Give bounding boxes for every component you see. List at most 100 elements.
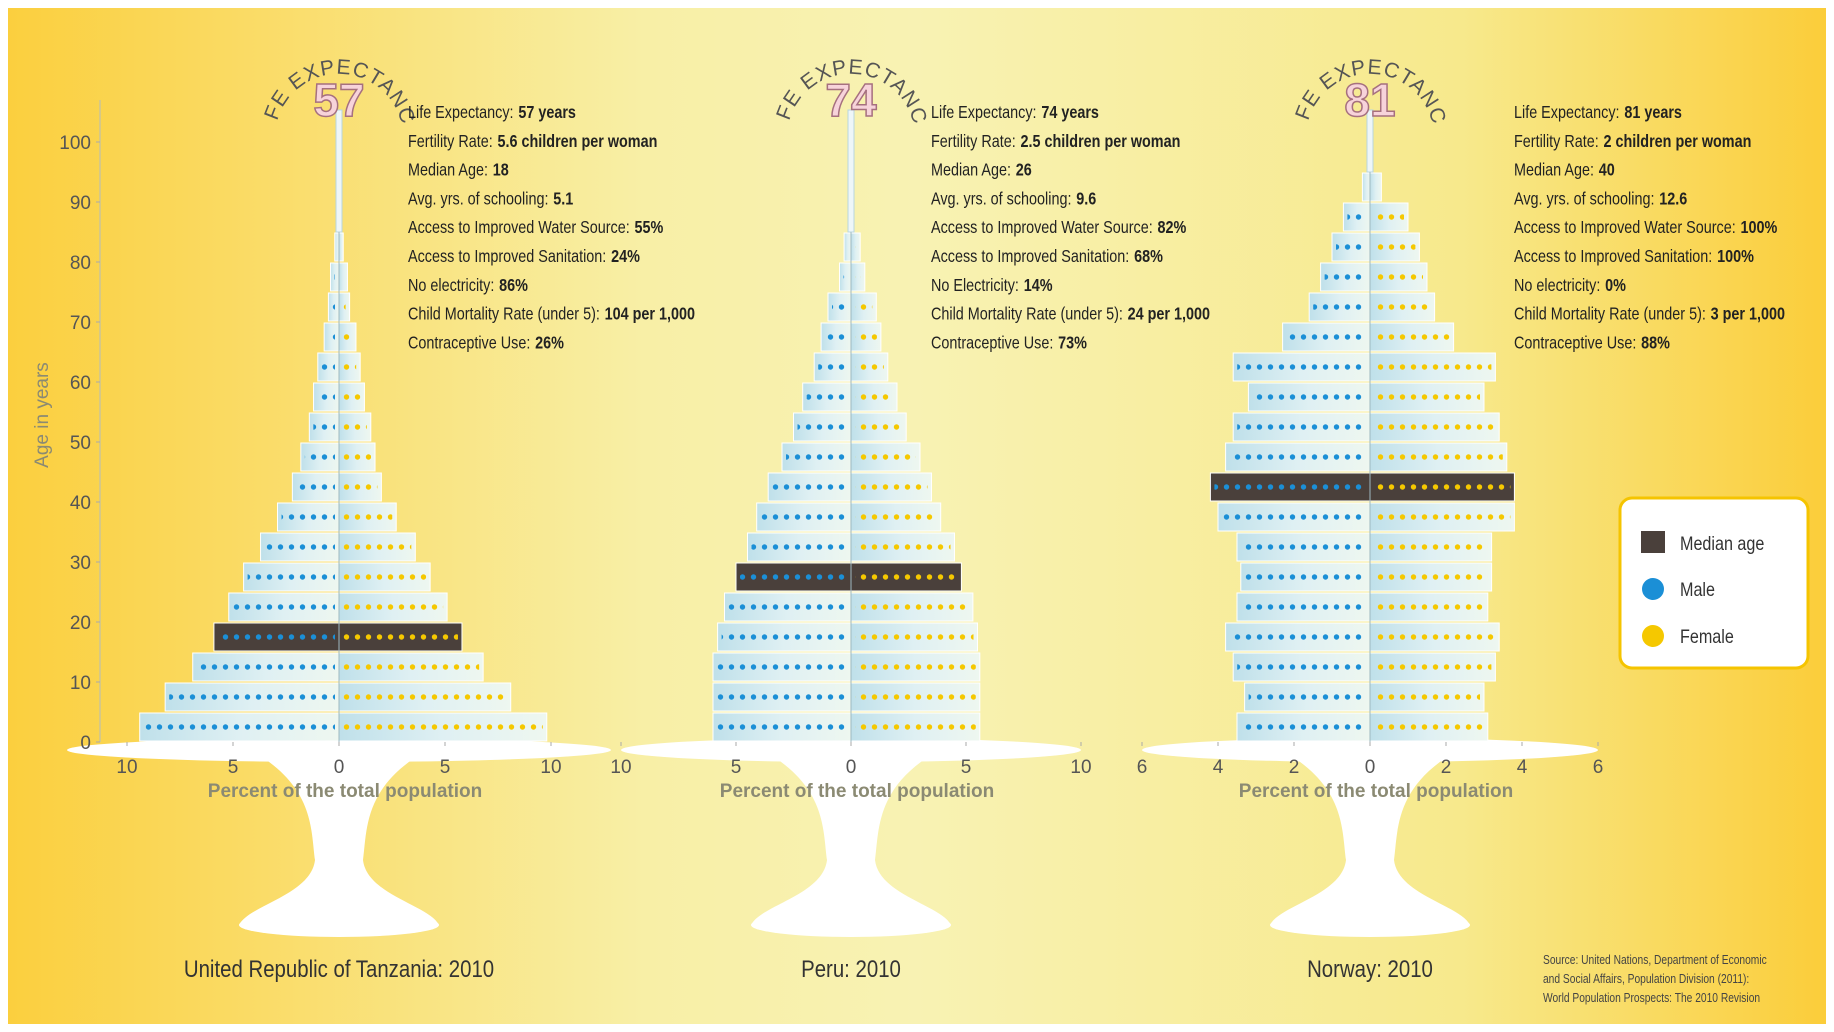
x-tick-label: 10 xyxy=(1070,757,1091,778)
stat-line: Fertility Rate: 2.5 children per woman xyxy=(931,131,1180,151)
bar-dots xyxy=(855,473,928,501)
bar-dots xyxy=(317,383,335,411)
stat-label: Life Expectancy: xyxy=(408,103,514,123)
bar-dots xyxy=(721,623,847,651)
chart-title: United Republic of Tanzania: 2010 xyxy=(184,955,494,982)
candle xyxy=(335,109,343,233)
bar-dots xyxy=(1237,413,1366,441)
stat-value: 18 xyxy=(493,160,509,180)
stat-line: Access to Improved Water Source: 100% xyxy=(1514,218,1778,238)
x-axis-label: Percent of the total population xyxy=(208,781,482,802)
bar-dots xyxy=(332,293,335,321)
x-tick-label: 0 xyxy=(846,757,857,778)
y-tick-label: 100 xyxy=(59,133,91,154)
bar-dots xyxy=(797,413,847,441)
bar-dots xyxy=(855,653,976,681)
stat-line: Fertility Rate: 2 children per woman xyxy=(1514,131,1751,151)
x-tick-label: 6 xyxy=(1593,757,1604,778)
bar-dots xyxy=(1374,323,1450,351)
bar-dots xyxy=(1241,533,1366,561)
x-tick-label: 5 xyxy=(961,757,972,778)
stats: Life Expectancy: 74 years Fertility Rate: 2… xyxy=(931,103,1210,353)
bar-dots xyxy=(343,323,352,351)
bar-dots xyxy=(855,383,893,411)
stand-plate xyxy=(1142,738,1598,762)
stat-line: Access to Improved Sanitation: 100% xyxy=(1514,247,1754,267)
stat-line: Life Expectancy: 74 years xyxy=(931,103,1099,123)
bar-dots xyxy=(855,353,884,381)
chart-title: Peru: 2010 xyxy=(801,955,901,982)
y-tick-label: 60 xyxy=(70,373,91,394)
bar-dots xyxy=(1313,293,1366,321)
bar-dots xyxy=(343,293,346,321)
stat-value: 3 per 1,000 xyxy=(1711,304,1785,324)
stat-label: Median Age: xyxy=(931,160,1011,180)
bar-dots xyxy=(343,503,393,531)
y-tick-label: 70 xyxy=(70,313,91,334)
stat-value: 0% xyxy=(1605,275,1626,295)
bar-dots xyxy=(1252,383,1366,411)
bar-dots xyxy=(1374,713,1484,741)
life-expectancy-value: 81 xyxy=(1344,74,1395,126)
stat-line: Access to Improved Water Source: 55% xyxy=(408,218,664,238)
stat-label: No electricity: xyxy=(1514,275,1600,295)
stat-value: 12.6 xyxy=(1659,189,1687,209)
source-note: Source: United Nations, Department of Ec… xyxy=(1543,954,1767,967)
candle xyxy=(847,109,855,233)
stat-value: 2 children per woman xyxy=(1604,131,1752,151)
bar-dots xyxy=(1374,563,1488,591)
stat-line: Contraceptive Use: 88% xyxy=(1514,333,1670,353)
bar-dots xyxy=(855,713,976,741)
y-tick-label: 10 xyxy=(70,673,91,694)
stat-label: Median Age: xyxy=(1514,160,1594,180)
stat-label: Avg. yrs. of schooling: xyxy=(1514,189,1654,209)
bar-dots xyxy=(343,383,361,411)
legend: Median age Male Female xyxy=(1618,496,1810,670)
bar-dots xyxy=(855,503,937,531)
bar-dots xyxy=(1229,623,1366,651)
stat-line: Median Age: 40 xyxy=(1514,160,1615,180)
bar-dots xyxy=(751,533,847,561)
bar-dots xyxy=(1374,683,1480,711)
stat-value: 82% xyxy=(1158,218,1187,238)
stat-value: 86% xyxy=(499,275,528,295)
bar-dots xyxy=(232,593,335,621)
bar-dots xyxy=(1324,263,1366,291)
stat-line: Median Age: 26 xyxy=(931,160,1032,180)
stat-line: Avg. yrs. of schooling: 5.1 xyxy=(408,189,573,209)
x-tick-label: 6 xyxy=(1137,757,1148,778)
stat-line: Child Mortality Rate (under 5): 24 per 1,… xyxy=(931,304,1210,324)
bar-dots xyxy=(1374,383,1480,411)
bar-dots xyxy=(717,653,847,681)
bar-dots xyxy=(169,683,335,711)
stat-line: Avg. yrs. of schooling: 9.6 xyxy=(931,189,1096,209)
stat-line: Child Mortality Rate (under 5): 104 per 1… xyxy=(408,304,695,324)
x-tick-label: 0 xyxy=(1365,757,1376,778)
stat-label: Fertility Rate: xyxy=(1514,131,1599,151)
stand-plate xyxy=(67,738,611,762)
bar xyxy=(843,232,852,262)
x-tick-label: 4 xyxy=(1213,757,1224,778)
bar-dots xyxy=(343,563,427,591)
stat-value: 24% xyxy=(611,247,640,267)
bar-dots xyxy=(1347,203,1366,231)
bar-dots xyxy=(1237,653,1366,681)
stat-label: Access to Improved Sanitation: xyxy=(931,247,1129,267)
life-expectancy-value: 57 xyxy=(313,74,364,126)
y-tick-label: 40 xyxy=(70,493,91,514)
bar-dots xyxy=(1222,503,1366,531)
bar-dots xyxy=(296,473,335,501)
bar-dots xyxy=(717,713,847,741)
bar-dots xyxy=(772,473,847,501)
bar xyxy=(1361,172,1371,202)
x-tick-label: 5 xyxy=(731,757,742,778)
stat-label: Avg. yrs. of schooling: xyxy=(931,189,1071,209)
bar-dots xyxy=(843,263,847,291)
bar-dots xyxy=(1374,203,1404,231)
bar xyxy=(338,232,344,262)
stat-value: 100% xyxy=(1717,247,1754,267)
x-tick-label: 2 xyxy=(1441,757,1452,778)
bar-dots xyxy=(717,683,847,711)
stat-value: 73% xyxy=(1058,333,1087,353)
bar-dots xyxy=(343,713,543,741)
